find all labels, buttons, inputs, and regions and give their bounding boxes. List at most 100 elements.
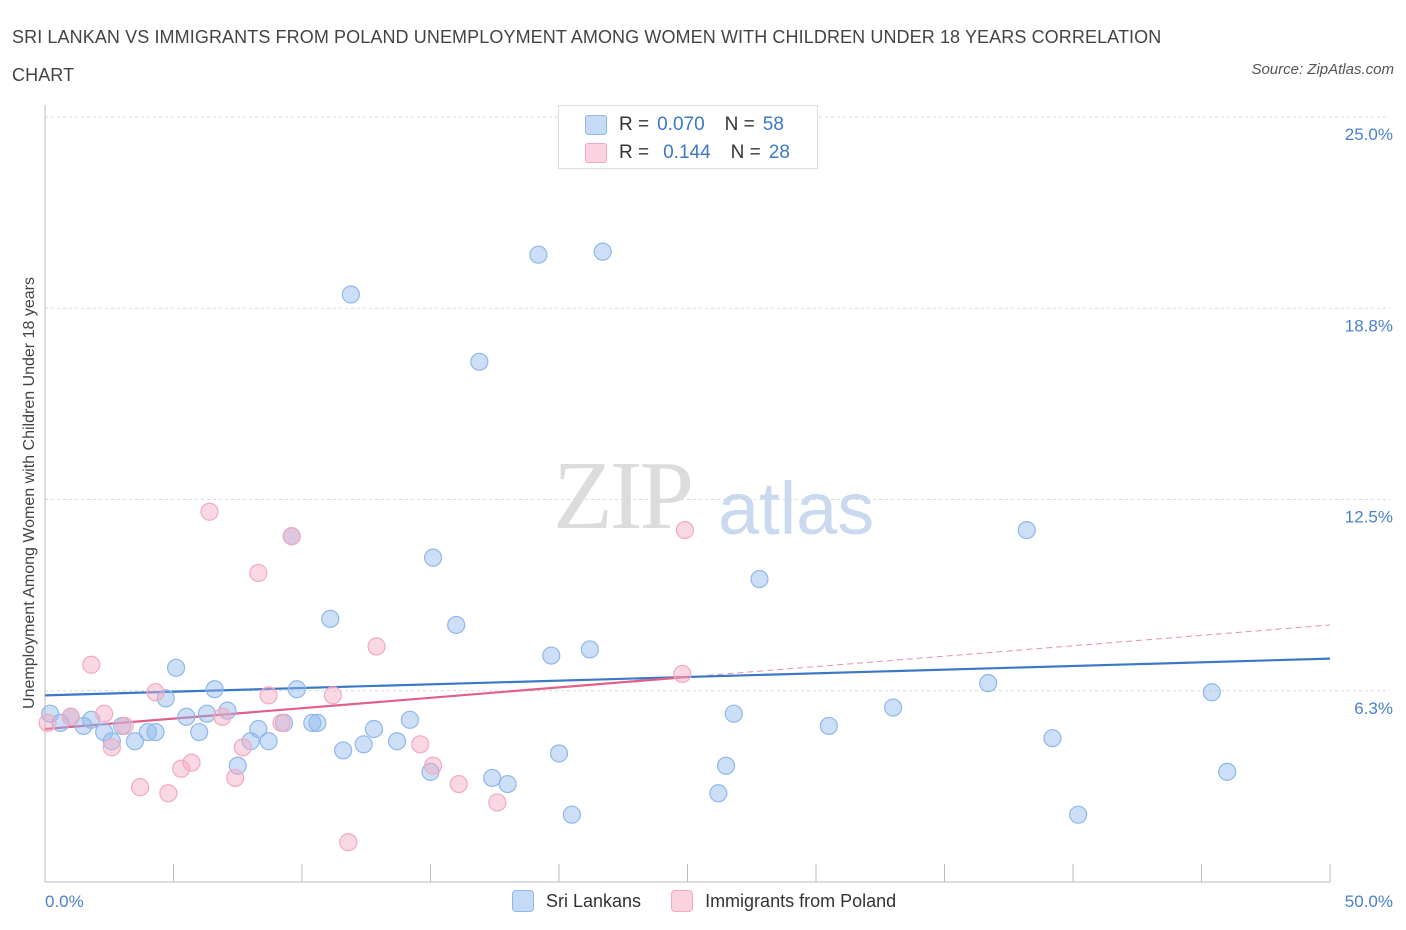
sri-lankan-point	[750, 569, 769, 589]
watermark-zip: ZIP	[553, 442, 694, 550]
legend-r-label: R =	[619, 114, 650, 135]
sri-lankan-point	[249, 719, 268, 739]
poland-point	[172, 759, 191, 778]
sri-lankan-point	[95, 722, 114, 742]
sri-lankan-point	[334, 741, 353, 760]
poland-point	[95, 704, 114, 723]
sri-lankan-point	[709, 784, 728, 803]
sri-lankan-point	[447, 615, 466, 635]
sri-lankan-point	[146, 722, 165, 742]
legend-swatch-blue	[585, 115, 607, 135]
poland-point	[213, 707, 232, 726]
sri-lankan-point	[1017, 520, 1036, 540]
sri-lankan-point	[1069, 805, 1088, 824]
y-tick-label: 25.0%	[1345, 125, 1393, 144]
sri-lankan-point	[423, 548, 443, 567]
sri-lankan-point	[716, 756, 736, 775]
legend-n-value: 58	[762, 114, 784, 135]
sri-lankan-point	[197, 704, 217, 723]
poland-point	[423, 756, 443, 775]
poland-point	[61, 707, 80, 726]
y-tick-label: 18.8%	[1345, 316, 1393, 335]
sri-lankan-point	[205, 680, 224, 699]
poland-point	[673, 664, 692, 684]
poland-point	[282, 527, 301, 546]
legend-row-poland: R = 0.144 N = 28	[585, 140, 790, 166]
poland-point	[146, 683, 165, 702]
watermark-atlas: atlas	[718, 467, 875, 550]
legend-r-value: 0.144	[663, 142, 711, 163]
legend-n-label: N =	[724, 114, 755, 135]
legend-item-poland[interactable]: Immigrants from Poland	[671, 890, 896, 912]
poland-point	[675, 520, 695, 540]
sri-lankan-point	[542, 646, 561, 665]
sri-lankan-point	[498, 774, 517, 794]
poland-point	[411, 735, 430, 754]
sri-lankan-point	[979, 673, 998, 693]
sri-lankan-point	[1218, 762, 1237, 781]
y-tick-label: 6.3%	[1354, 699, 1393, 718]
x-tick-label-max: 50.0%	[1345, 892, 1393, 911]
legend-row-sri-lankans: R = 0.070 N = 58	[585, 112, 784, 138]
sri-lankan-point	[529, 245, 548, 264]
legend-n-value: 28	[768, 142, 790, 163]
sri-lankan-point	[1202, 683, 1221, 702]
axes	[44, 105, 1331, 883]
tick-labels: 25.0% 18.8% 12.5% 6.3% 0.0% 50.0%	[45, 125, 1393, 911]
poland-point	[323, 686, 342, 705]
chart-source: Source: ZipAtlas.com	[1251, 61, 1394, 78]
legend-r-label: R =	[619, 142, 650, 163]
legend-item-sri-lankans[interactable]: Sri Lankans	[512, 890, 641, 912]
x-tick-label-min: 0.0%	[45, 892, 84, 911]
poland-point	[272, 713, 291, 732]
poland-point	[449, 774, 468, 794]
sri-lankan-point	[364, 719, 384, 739]
sri-lankan-point	[177, 707, 196, 726]
sri-lankan-point	[138, 722, 157, 742]
series-legend: Sri Lankans Immigrants from Poland	[512, 890, 926, 912]
sri-lankan-point	[308, 713, 327, 732]
sri-lankan-point	[819, 716, 838, 736]
sri-lankan-point	[400, 710, 420, 729]
y-axis-label: Unemployment Among Women with Children U…	[21, 277, 38, 709]
chart-title: SRI LANKAN VS IMMIGRANTS FROM POLAND UNE…	[12, 27, 1162, 85]
legend-n-label: N =	[730, 142, 761, 163]
sri-lankan-point	[102, 732, 121, 751]
poland-point	[226, 768, 245, 788]
correlation-legend: R = 0.070 N = 58 R = 0.144 N = 28	[558, 105, 818, 169]
legend-swatch-pink	[585, 143, 607, 163]
sri-lankan-point	[562, 805, 581, 824]
poland-trend-extension	[687, 624, 1331, 678]
poland-point	[102, 738, 121, 757]
grid-lines	[45, 116, 1390, 692]
poland-point	[200, 502, 219, 521]
poland-point	[38, 713, 57, 732]
sri-lankan-point	[321, 609, 340, 628]
sri-lankan-point	[883, 698, 903, 717]
sri-lankan-point	[51, 713, 70, 732]
sri-lankan-point	[1043, 729, 1062, 748]
sri-lankan-point	[580, 640, 599, 659]
poland-point	[249, 563, 268, 583]
poland-point	[82, 655, 101, 674]
poland-point	[367, 637, 386, 656]
legend-r-value: 0.070	[657, 114, 705, 135]
sri-lankan-point	[549, 744, 569, 763]
poland-point	[182, 753, 201, 772]
legend-series-name: Immigrants from Poland	[705, 890, 897, 911]
poland-point	[115, 716, 134, 736]
legend-swatch-pink	[671, 890, 694, 912]
sri-lankan-point	[354, 735, 373, 754]
poland-point	[233, 738, 252, 757]
sri-lankan-point	[156, 689, 175, 708]
data-points	[38, 242, 1237, 852]
trend-lines	[44, 624, 1331, 731]
sri-lankan-point	[341, 285, 360, 304]
sri-lankan-point	[724, 704, 743, 723]
sri-lankan-point	[483, 768, 502, 788]
legend-series-name: Sri Lankans	[546, 890, 642, 911]
poland-point	[488, 793, 507, 812]
poland-trend-line	[44, 675, 688, 731]
poland-point	[159, 784, 178, 803]
